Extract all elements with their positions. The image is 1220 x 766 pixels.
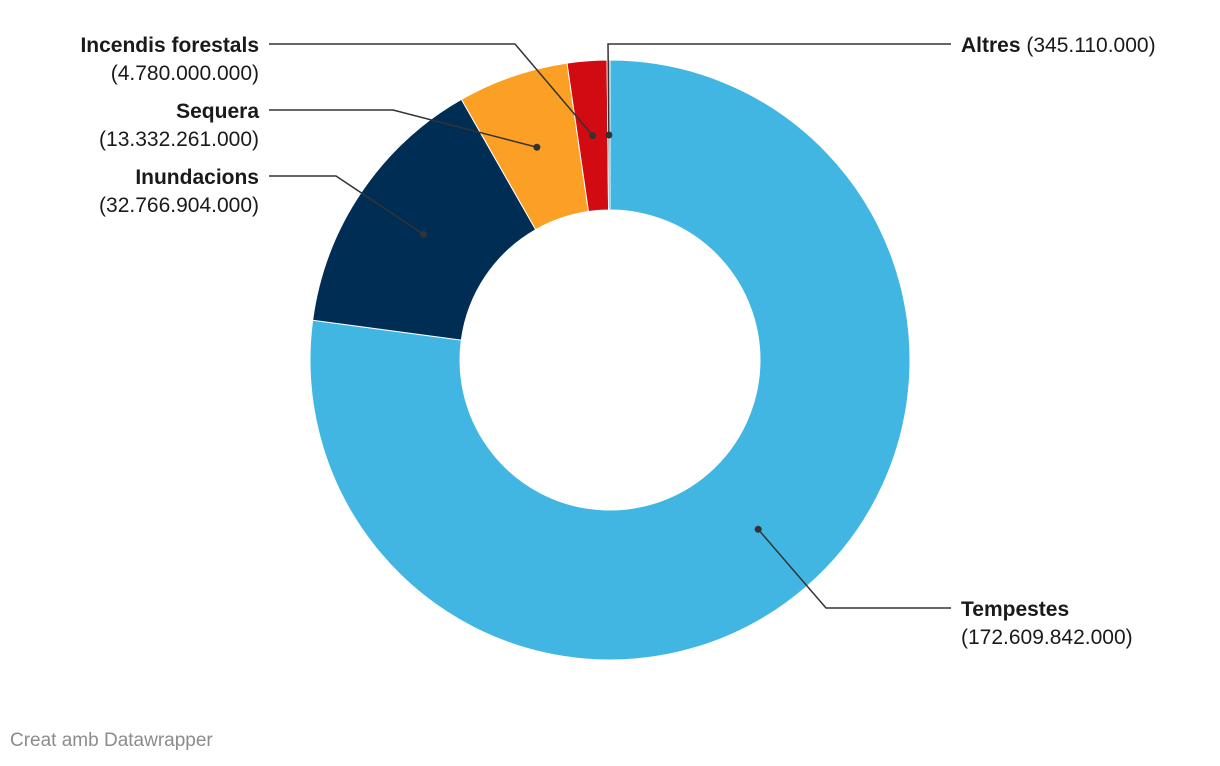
leader-line-altres <box>607 43 951 136</box>
slice-inundacions[interactable] <box>312 98 537 341</box>
label-name-inundacions: Inundacions <box>135 166 259 189</box>
label-value-altres: (345.110.000) <box>1021 34 1156 57</box>
leader-dot-tempestes <box>754 525 762 533</box>
leader-dot-inundacions <box>419 230 427 238</box>
label-value-sequera: (13.332.261.000) <box>99 128 259 151</box>
leader-line-inundacions <box>269 175 424 235</box>
label-name-incendis-forestals: Incendis forestals <box>80 34 259 57</box>
datawrapper-credit[interactable]: Creat amb Datawrapper <box>10 730 213 751</box>
label-altres: Altres (345.110.000) <box>961 34 1156 57</box>
label-value-inundacions: (32.766.904.000) <box>99 194 259 217</box>
label-value-incendis-forestals: (4.780.000.000) <box>111 62 259 85</box>
leader-line-sequera <box>269 109 538 148</box>
label-name-sequera: Sequera <box>176 100 259 123</box>
leader-dot-incendis-forestals <box>589 132 597 140</box>
leader-line-incendis-forestals <box>269 43 594 137</box>
label-value-tempestes: (172.609.842.000) <box>961 626 1133 649</box>
slice-tempestes[interactable] <box>309 59 911 661</box>
leader-line-tempestes <box>757 528 951 609</box>
label-name-tempestes: Tempestes <box>961 598 1069 621</box>
label-name-altres: Altres <box>961 34 1021 57</box>
leader-dot-altres <box>605 131 613 139</box>
leader-dot-sequera <box>533 143 541 151</box>
